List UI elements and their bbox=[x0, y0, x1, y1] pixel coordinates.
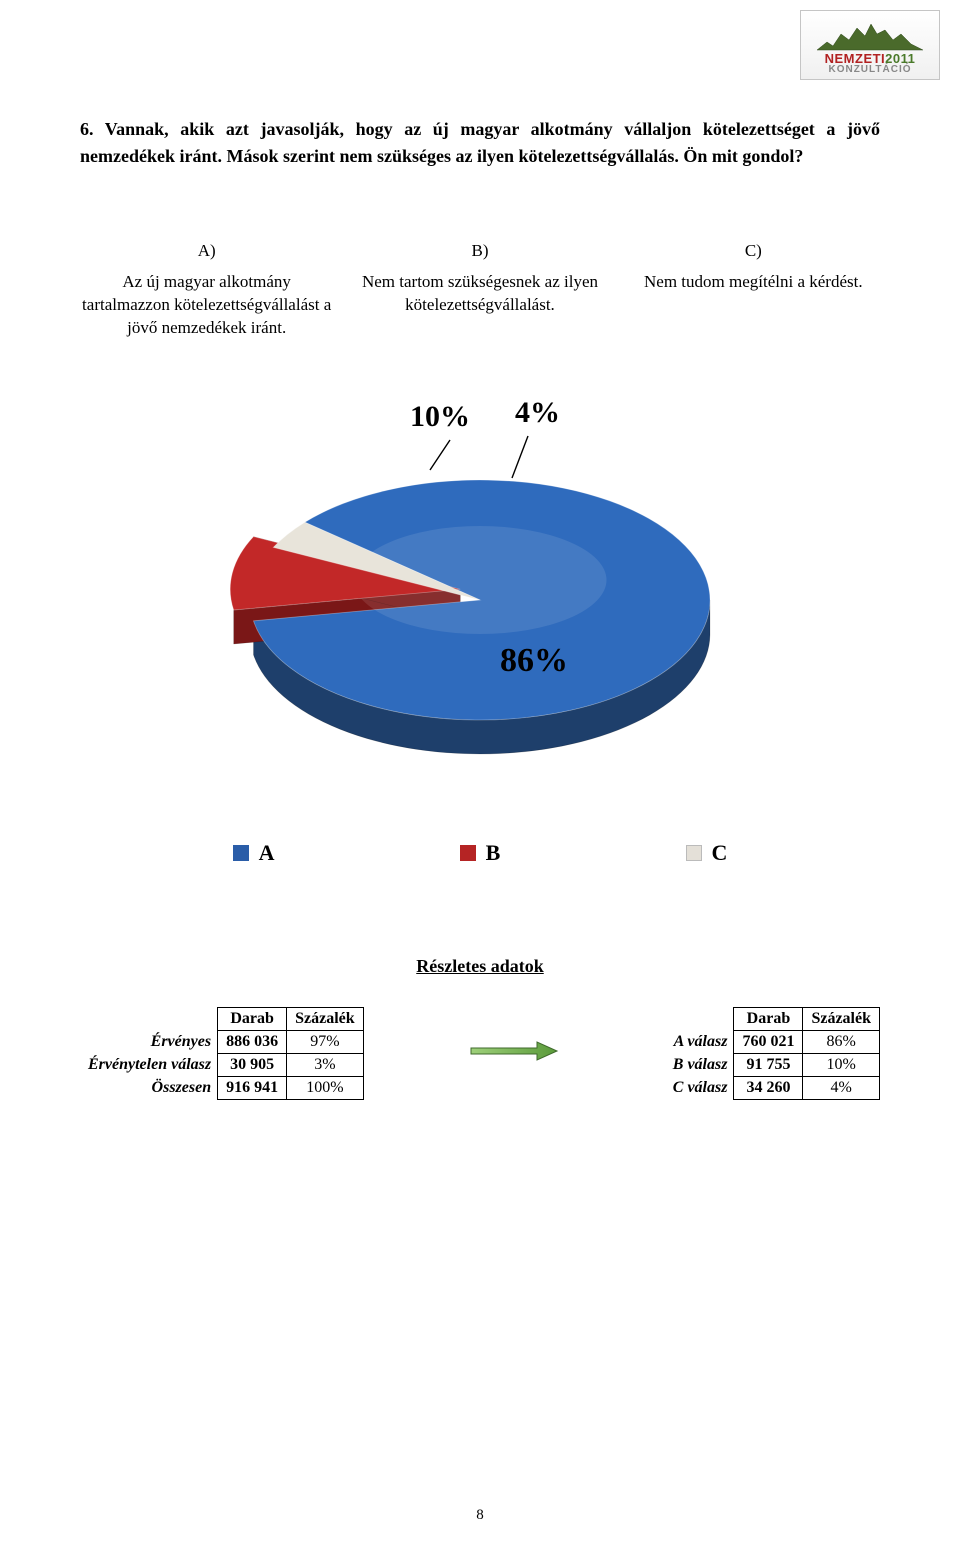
option-b-letter: B) bbox=[353, 240, 606, 263]
table-row-label: A válasz bbox=[665, 1030, 734, 1053]
pie-label-c: 4% bbox=[515, 396, 560, 430]
table-cell: 4% bbox=[803, 1076, 880, 1099]
legend-label-c: C bbox=[712, 840, 728, 866]
table-row: A válasz 760 021 86% bbox=[665, 1030, 880, 1053]
table-row-label: Összesen bbox=[80, 1076, 218, 1099]
brand-logo: NEMZETI2011 KONZULTÁCIÓ bbox=[800, 10, 940, 80]
table-answers: Darab Százalék A válasz 760 021 86% B vá… bbox=[665, 1007, 880, 1100]
table-row: Érvénytelen válasz 30 905 3% bbox=[80, 1053, 363, 1076]
table-cell: 886 036 bbox=[218, 1030, 287, 1053]
pie-label-a: 86% bbox=[500, 642, 568, 680]
table-validity: Darab Százalék Érvényes 886 036 97% Érvé… bbox=[80, 1007, 364, 1100]
legend-item-b: B bbox=[460, 840, 501, 866]
legend-label-a: A bbox=[259, 840, 275, 866]
pie-chart-svg bbox=[200, 400, 760, 780]
option-a-text: Az új magyar alkotmány tartalmazzon köte… bbox=[80, 271, 333, 340]
table-cell: 760 021 bbox=[734, 1030, 803, 1053]
document-page: NEMZETI2011 KONZULTÁCIÓ 6. Vannak, akik … bbox=[0, 0, 960, 1552]
option-c-letter: C) bbox=[627, 240, 880, 263]
legend-swatch-a-icon bbox=[233, 845, 249, 861]
table-cell: 86% bbox=[803, 1030, 880, 1053]
table-row-label: B válasz bbox=[665, 1053, 734, 1076]
table-cell: 916 941 bbox=[218, 1076, 287, 1099]
logo-text-line2: KONZULTÁCIÓ bbox=[828, 65, 911, 75]
option-c-text: Nem tudom megítélni a kérdést. bbox=[627, 271, 880, 294]
arrow-icon bbox=[469, 1039, 559, 1068]
option-b: B) Nem tartom szükségesnek az ilyen köte… bbox=[353, 240, 606, 340]
table-header: Darab bbox=[734, 1007, 803, 1030]
table-cell: 30 905 bbox=[218, 1053, 287, 1076]
page-number: 8 bbox=[0, 1507, 960, 1524]
table-cell: 91 755 bbox=[734, 1053, 803, 1076]
legend-swatch-c-icon bbox=[686, 845, 702, 861]
details-tables: Darab Százalék Érvényes 886 036 97% Érvé… bbox=[80, 1007, 880, 1100]
chart-legend: A B C bbox=[80, 840, 880, 866]
option-c: C) Nem tudom megítélni a kérdést. bbox=[627, 240, 880, 340]
pie-label-b: 10% bbox=[410, 400, 470, 434]
option-a: A) Az új magyar alkotmány tartalmazzon k… bbox=[80, 240, 333, 340]
table-row-label: Érvénytelen válasz bbox=[80, 1053, 218, 1076]
table-cell: 97% bbox=[287, 1030, 364, 1053]
details-title: Részletes adatok bbox=[80, 956, 880, 977]
table-row-label: Érvényes bbox=[80, 1030, 218, 1053]
table-cell: 3% bbox=[287, 1053, 364, 1076]
answer-options: A) Az új magyar alkotmány tartalmazzon k… bbox=[80, 240, 880, 340]
logo-skyline-icon bbox=[815, 20, 925, 52]
table-cell: 10% bbox=[803, 1053, 880, 1076]
table-cell-empty bbox=[665, 1007, 734, 1030]
table-row: B válasz 91 755 10% bbox=[665, 1053, 880, 1076]
table-header: Százalék bbox=[803, 1007, 880, 1030]
question-text: 6. Vannak, akik azt javasolják, hogy az … bbox=[80, 116, 880, 170]
option-b-text: Nem tartom szükségesnek az ilyen kötelez… bbox=[353, 271, 606, 317]
pie-chart: 10% 4% 86% bbox=[80, 400, 880, 780]
table-cell-empty bbox=[80, 1007, 218, 1030]
legend-item-c: C bbox=[686, 840, 728, 866]
table-header: Százalék bbox=[287, 1007, 364, 1030]
legend-swatch-b-icon bbox=[460, 845, 476, 861]
table-header: Darab bbox=[218, 1007, 287, 1030]
legend-item-a: A bbox=[233, 840, 275, 866]
table-row: Érvényes 886 036 97% bbox=[80, 1030, 363, 1053]
table-cell: 34 260 bbox=[734, 1076, 803, 1099]
table-row-label: C válasz bbox=[665, 1076, 734, 1099]
table-cell: 100% bbox=[287, 1076, 364, 1099]
table-row: C válasz 34 260 4% bbox=[665, 1076, 880, 1099]
option-a-letter: A) bbox=[80, 240, 333, 263]
table-row: Összesen 916 941 100% bbox=[80, 1076, 363, 1099]
legend-label-b: B bbox=[486, 840, 501, 866]
